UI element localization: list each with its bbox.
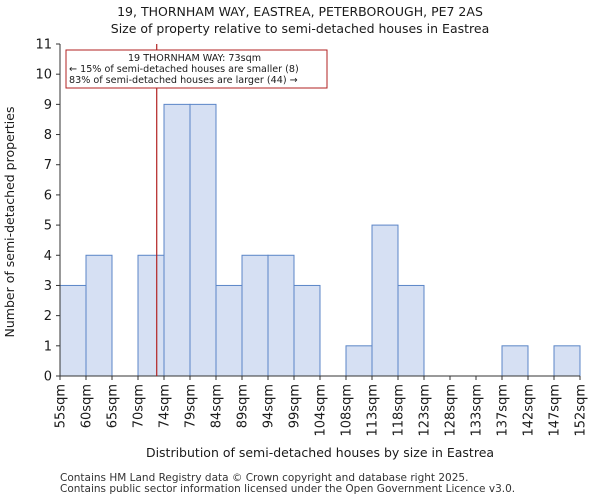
- bar-60sqm: [85, 254, 113, 377]
- x-tick-label: 108sqm: [340, 384, 355, 437]
- y-axis-title: Number of semi-detached properties: [2, 107, 17, 338]
- bar-84sqm: [215, 284, 243, 377]
- bar-70sqm: [137, 254, 165, 377]
- bar-55sqm: [59, 284, 87, 377]
- annotation-larger: 83% of semi-detached houses are larger (…: [69, 75, 298, 86]
- bar-108sqm: [345, 345, 373, 377]
- bar-89sqm: [241, 254, 269, 377]
- annotation-smaller: ← 15% of semi-detached houses are smalle…: [69, 64, 299, 75]
- y-tick-label: 1: [44, 339, 52, 354]
- y-tick-label: 6: [44, 188, 52, 203]
- x-tick-label: 147sqm: [548, 384, 563, 437]
- y-tick-label: 0: [44, 370, 52, 385]
- bar-79sqm: [189, 103, 217, 377]
- x-tick-label: 118sqm: [392, 384, 407, 437]
- y-tick-label: 7: [44, 158, 52, 173]
- bar-137sqm: [501, 345, 529, 377]
- annotation-box: [65, 49, 328, 89]
- x-tick-label: 70sqm: [132, 384, 147, 428]
- bar-99sqm: [293, 284, 321, 377]
- x-tick-label: 142sqm: [522, 384, 537, 437]
- bar-118sqm: [397, 284, 425, 377]
- x-tick-label: 55sqm: [54, 384, 69, 428]
- bar-113sqm: [371, 224, 399, 377]
- x-tick-label: 94sqm: [262, 384, 277, 428]
- y-tick-label: 3: [44, 279, 52, 294]
- bar-94sqm: [267, 254, 295, 377]
- footer-line-2: Contains public sector information licen…: [60, 483, 516, 495]
- x-tick-label: 65sqm: [106, 384, 121, 428]
- y-tick-label: 8: [44, 128, 52, 143]
- y-tick-label: 11: [35, 38, 52, 53]
- x-tick-label: 99sqm: [288, 384, 303, 428]
- x-tick-label: 123sqm: [418, 384, 433, 437]
- x-tick-label: 84sqm: [210, 384, 225, 428]
- x-tick-label: 60sqm: [80, 384, 95, 428]
- x-tick-label: 113sqm: [366, 384, 381, 437]
- x-axis-title: Distribution of semi-detached houses by …: [146, 445, 494, 460]
- x-tick-label: 79sqm: [184, 384, 199, 428]
- y-tick-label: 10: [35, 68, 52, 83]
- chart-title: 19, THORNHAM WAY, EASTREA, PETERBOROUGH,…: [117, 4, 483, 19]
- bar-147sqm: [553, 345, 581, 377]
- bar-74sqm: [163, 103, 191, 377]
- y-tick-label: 9: [44, 98, 52, 113]
- chart-subtitle: Size of property relative to semi-detach…: [110, 21, 490, 36]
- x-tick-label: 137sqm: [496, 384, 511, 437]
- x-tick-label: 74sqm: [158, 384, 173, 428]
- y-tick-label: 2: [44, 309, 52, 324]
- x-tick-label: 104sqm: [314, 384, 329, 437]
- x-tick-label: 128sqm: [444, 384, 459, 437]
- x-tick-label: 133sqm: [470, 384, 485, 437]
- y-tick-label: 5: [44, 219, 52, 234]
- x-tick-label: 89sqm: [236, 384, 251, 428]
- footer-line-1: Contains HM Land Registry data © Crown c…: [60, 472, 469, 484]
- annotation-title: 19 THORNHAM WAY: 73sqm: [128, 53, 261, 64]
- y-tick-label: 4: [44, 249, 52, 264]
- x-tick-label: 152sqm: [574, 384, 589, 437]
